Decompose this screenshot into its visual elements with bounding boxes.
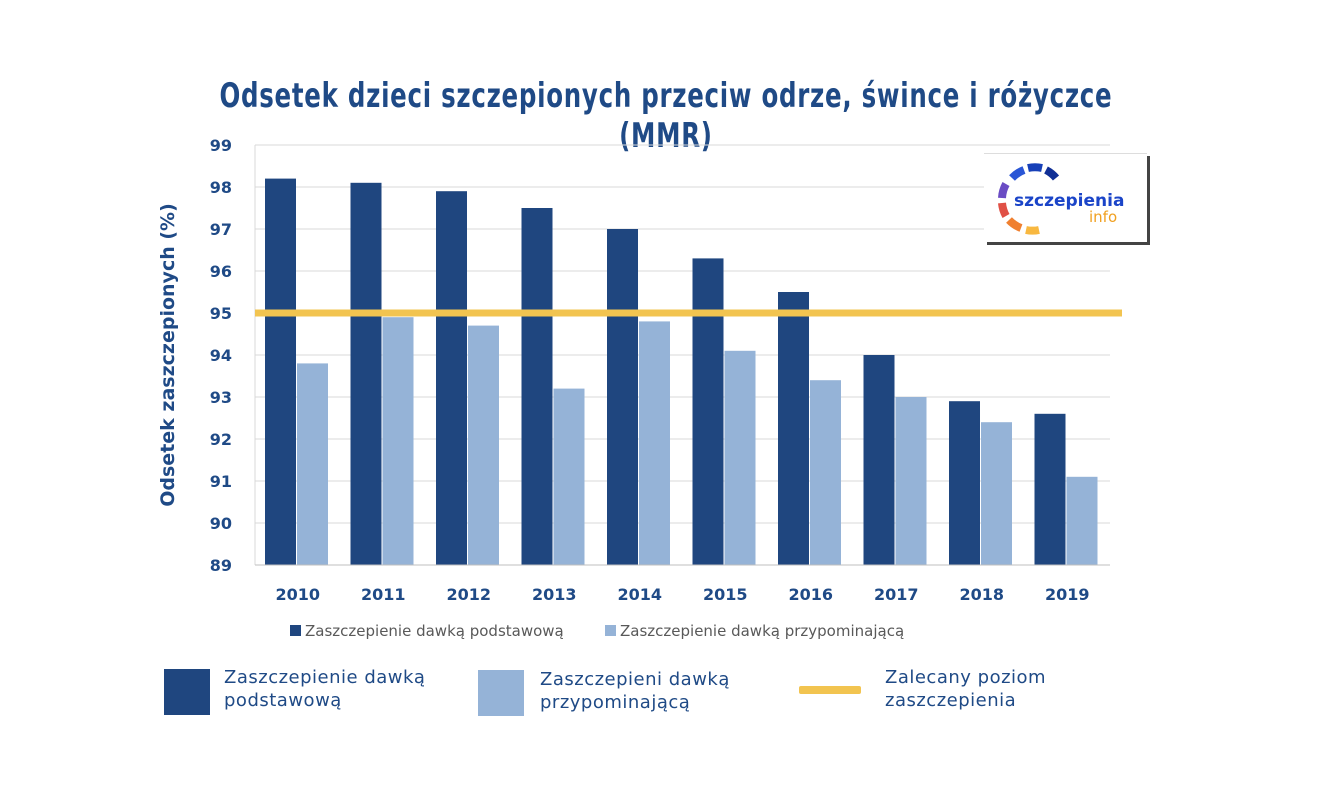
bar-primary-2018 xyxy=(949,401,980,565)
bar-primary-2011 xyxy=(350,182,382,566)
legend-marker-1 xyxy=(605,625,616,636)
y-tick-label: 96 xyxy=(210,262,232,281)
bar-booster-2011 xyxy=(382,317,414,565)
x-tick-label: 2014 xyxy=(617,585,662,604)
bar-primary-2013 xyxy=(521,208,553,565)
y-tick-label: 98 xyxy=(210,178,232,197)
y-tick-label: 95 xyxy=(210,304,232,323)
x-tick-label: 2012 xyxy=(446,585,491,604)
x-tick-label: 2018 xyxy=(959,585,1004,604)
y-tick-label: 93 xyxy=(210,388,232,407)
bar-booster-2018 xyxy=(981,422,1012,565)
legend-swatch-booster xyxy=(478,670,524,716)
x-tick-label: 2010 xyxy=(275,585,320,604)
logo-text: szczepienia xyxy=(1014,191,1124,211)
bar-booster-2017 xyxy=(895,397,927,565)
bar-primary-2016 xyxy=(778,292,809,565)
x-tick-label: 2017 xyxy=(874,585,919,604)
legend-label-recommended: Zalecany poziom zaszczepienia xyxy=(885,667,1047,711)
bar-primary-2015 xyxy=(692,258,724,565)
logo-subtext: info xyxy=(1089,208,1117,226)
legend-text-0: Zaszczepienie dawką podstawową xyxy=(305,622,564,640)
chart-title: Odsetek dzieci szczepionych przeciw odrz… xyxy=(219,76,1113,156)
bar-primary-2014 xyxy=(607,229,638,565)
bar-primary-2012 xyxy=(436,191,467,565)
bar-primary-2017 xyxy=(863,355,895,565)
x-tick-label: 2016 xyxy=(788,585,833,604)
y-tick-label: 99 xyxy=(210,136,232,155)
legend-swatch-primary xyxy=(164,669,210,715)
x-tick-label: 2019 xyxy=(1045,585,1090,604)
x-tick-label: 2011 xyxy=(361,585,406,604)
bar-booster-2019 xyxy=(1066,476,1098,565)
y-tick-label: 94 xyxy=(210,346,232,365)
bar-booster-2012 xyxy=(468,325,499,565)
x-tick-label: 2015 xyxy=(703,585,748,604)
bar-booster-2014 xyxy=(639,321,670,565)
x-tick-label: 2013 xyxy=(532,585,577,604)
legend-text-1: Zaszczepienie dawką przypominającą xyxy=(620,622,904,640)
bar-booster-2016 xyxy=(810,380,841,565)
bar-booster-2015 xyxy=(724,350,756,565)
y-tick-label: 92 xyxy=(210,430,232,449)
y-tick-label: 97 xyxy=(210,220,232,239)
logo-ring-icon: szczepienia info xyxy=(998,163,1124,235)
bar-primary-2010 xyxy=(265,178,296,565)
legend-label-primary: Zaszczepienie dawką podstawową xyxy=(224,667,426,711)
bar-primary-2019 xyxy=(1034,413,1066,565)
bar-booster-2010 xyxy=(297,363,328,565)
legend-marker-0 xyxy=(290,625,301,636)
y-tick-label: 89 xyxy=(210,556,232,575)
y-tick-label: 91 xyxy=(210,472,232,491)
legend-swatch-recommended xyxy=(799,686,861,694)
legend-label-booster: Zaszczepieni dawką przypominającą xyxy=(540,669,730,713)
y-tick-label: 90 xyxy=(210,514,232,533)
szczepienia-info-logo: szczepienia info xyxy=(984,153,1147,242)
bar-booster-2013 xyxy=(553,388,585,565)
